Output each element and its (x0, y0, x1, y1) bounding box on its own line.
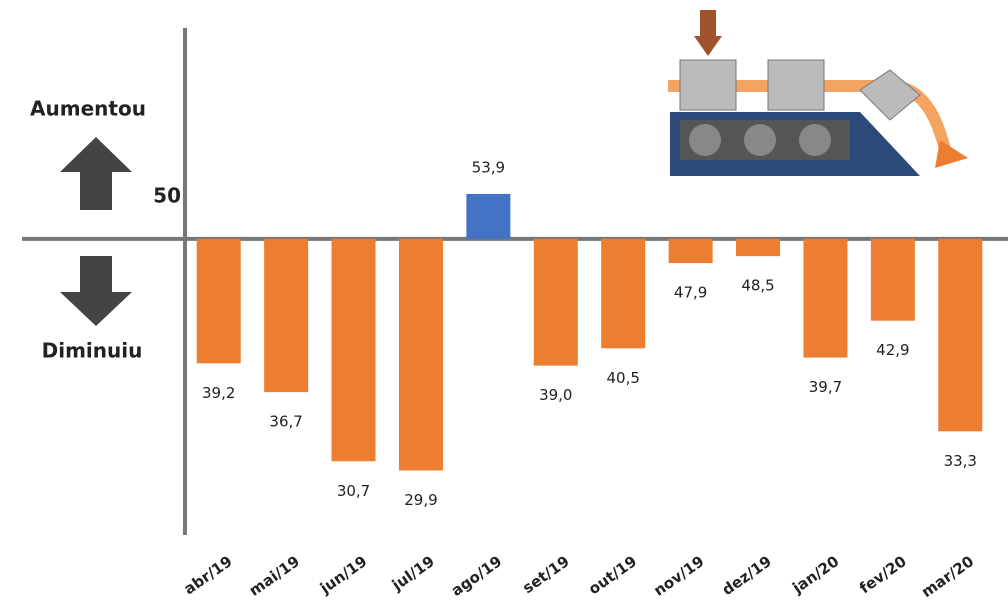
value-label: 39,0 (539, 386, 572, 404)
x-tick-label: jul/19 (388, 552, 438, 594)
x-tick-label: nov/19 (650, 552, 707, 600)
value-label: 29,9 (404, 491, 437, 509)
x-tick-label: mar/20 (918, 552, 977, 601)
bar (533, 238, 578, 366)
bar (870, 238, 915, 321)
annotation: Aumentou (30, 97, 146, 121)
x-tick-label: abr/19 (181, 552, 236, 598)
x-tick-label: dez/19 (719, 552, 775, 599)
bar (938, 238, 983, 432)
value-label: 47,9 (674, 284, 707, 302)
conveyor-icon (668, 10, 968, 176)
value-label: 42,9 (876, 341, 909, 359)
value-label: 48,5 (741, 277, 774, 295)
value-label: 39,7 (809, 378, 842, 396)
bar (466, 193, 511, 239)
bar (196, 238, 241, 364)
value-label: 36,7 (269, 413, 302, 431)
x-tick-label: fev/20 (856, 552, 910, 597)
bar (668, 238, 713, 264)
value-label: 39,2 (202, 384, 235, 402)
x-tick-label: out/19 (585, 552, 640, 598)
bar (736, 238, 781, 257)
y-tick-label: 50 (153, 183, 181, 207)
value-label: 33,3 (944, 452, 977, 470)
bar (601, 238, 646, 349)
annotation: Diminuiu (42, 339, 143, 363)
value-label: 53,9 (472, 158, 505, 176)
x-tick-label: mai/19 (246, 552, 303, 600)
bar (398, 238, 443, 471)
bar (331, 238, 376, 462)
value-label: 30,7 (337, 482, 370, 500)
bar (264, 238, 309, 393)
x-tick-label: jun/19 (316, 552, 370, 598)
value-label: 40,5 (607, 369, 640, 387)
bar (803, 238, 848, 358)
x-tick-label: jan/20 (788, 552, 842, 597)
down-arrow (60, 256, 132, 326)
x-tick-label: ago/19 (448, 552, 505, 600)
x-tick-label: set/19 (519, 552, 572, 597)
up-arrow (60, 137, 132, 210)
